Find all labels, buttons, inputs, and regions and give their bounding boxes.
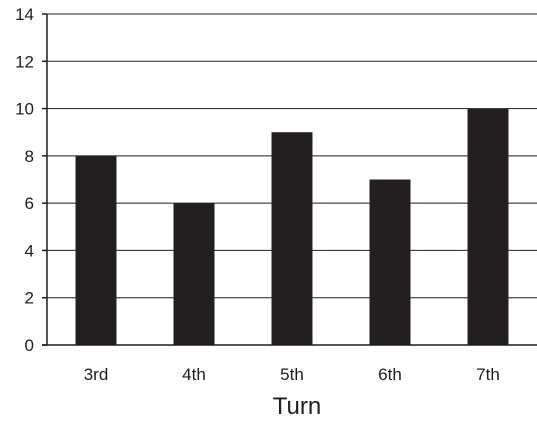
x-axis-label: Turn [273, 393, 321, 420]
y-tick-label: 10 [15, 100, 34, 119]
bar-6th [369, 179, 411, 345]
x-tick-label: 4th [182, 365, 206, 384]
y-tick-label: 2 [25, 289, 34, 308]
x-tick-label: 5th [280, 365, 304, 384]
y-tick-label: 4 [25, 241, 34, 260]
y-tick-label: 12 [15, 52, 34, 71]
x-tick-label: 3rd [84, 365, 109, 384]
bar-3rd [75, 155, 117, 345]
y-tick-label: 8 [25, 147, 34, 166]
bar-5th [271, 132, 313, 345]
y-tick-label: 14 [15, 5, 34, 24]
y-tick-label: 6 [25, 194, 34, 213]
bars [75, 108, 509, 345]
y-axis-ticks: 0 2 4 6 8 10 12 14 [15, 5, 47, 355]
bar-7th [467, 108, 509, 345]
x-axis-ticks: 3rd 4th 5th 6th 7th [84, 365, 500, 384]
x-tick-label: 6th [378, 365, 402, 384]
x-tick-label: 7th [476, 365, 500, 384]
bar-4th [173, 203, 215, 345]
y-tick-label: 0 [25, 336, 34, 355]
